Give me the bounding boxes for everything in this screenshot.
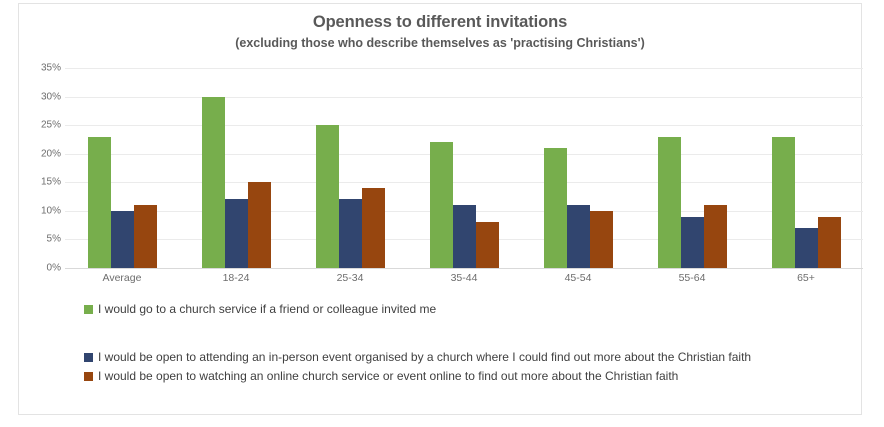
bar-group	[521, 68, 635, 268]
bar[interactable]	[247, 182, 271, 268]
legend-label: I would go to a church service if a frie…	[98, 302, 437, 316]
legend-item[interactable]: I would be open to attending an in-perso…	[84, 349, 849, 366]
bar-group	[749, 68, 863, 268]
plot-area	[65, 68, 863, 270]
y-axis-tick-label: 30%	[40, 91, 61, 103]
legend-swatch-icon	[84, 372, 93, 381]
legend-label: I would be open to attending an in-perso…	[98, 350, 752, 364]
bar[interactable]	[224, 199, 248, 268]
legend: I would go to a church service if a frie…	[84, 301, 849, 385]
x-axis: Average 18-24 25-34 35-44 45-54 55-64 65+	[65, 272, 863, 284]
chart-subtitle: (excluding those who describe themselves…	[235, 36, 645, 50]
x-axis-category-label: 35-44	[450, 272, 478, 284]
legend-label: I would be open to watching an online ch…	[98, 369, 679, 383]
bar[interactable]	[680, 216, 704, 268]
gridline	[65, 125, 863, 127]
legend-item[interactable]: I would be open to watching an online ch…	[84, 368, 849, 385]
gridline	[65, 68, 863, 69]
bar[interactable]	[429, 142, 453, 268]
gridline	[65, 153, 863, 155]
y-axis-tick-label: 15%	[40, 176, 61, 188]
x-axis-category-label: 25-34	[336, 272, 364, 284]
y-axis-tick-label: 20%	[40, 148, 61, 160]
bar[interactable]	[771, 136, 795, 268]
gridline	[65, 96, 863, 98]
bar[interactable]	[703, 205, 727, 268]
y-axis-tick-label: 25%	[40, 119, 61, 131]
legend-swatch-icon	[84, 305, 93, 314]
title-block: Openness to different invitations (exclu…	[19, 12, 861, 52]
bar[interactable]	[315, 125, 339, 268]
bar[interactable]	[133, 205, 157, 268]
bar-group	[293, 68, 407, 268]
x-axis-category-label: 45-54	[564, 272, 592, 284]
x-axis-category-label: 18-24	[222, 272, 250, 284]
y-axis-tick-label: 0%	[46, 262, 61, 274]
bar[interactable]	[657, 136, 681, 268]
bar[interactable]	[87, 136, 111, 268]
bar[interactable]	[475, 222, 499, 268]
bar[interactable]	[817, 216, 841, 268]
bar[interactable]	[361, 188, 385, 268]
chart-card: Openness to different invitations (exclu…	[18, 3, 863, 415]
gridline	[65, 182, 863, 184]
y-axis-tick-label: 10%	[40, 205, 61, 217]
bar[interactable]	[794, 228, 818, 268]
x-axis-category-label: 65+	[797, 272, 815, 284]
bar[interactable]	[543, 148, 567, 268]
x-axis-category-label: 55-64	[678, 272, 706, 284]
bar[interactable]	[589, 210, 613, 268]
chart-title: Openness to different invitations	[312, 13, 568, 31]
bar-groups	[65, 68, 863, 268]
axis-baseline	[65, 268, 863, 269]
bar-group	[65, 68, 179, 268]
y-axis: 35% 30% 25% 20% 15% 10% 5% 0%	[19, 63, 61, 274]
y-axis-tick-label: 5%	[46, 233, 61, 245]
bar[interactable]	[566, 205, 590, 268]
x-axis-category-label: Average	[102, 272, 142, 284]
bar[interactable]	[110, 210, 134, 268]
bar[interactable]	[201, 96, 225, 268]
bar[interactable]	[452, 205, 476, 268]
bar-group	[635, 68, 749, 268]
bar-group	[179, 68, 293, 268]
legend-swatch-icon	[84, 353, 93, 362]
legend-item[interactable]: I would go to a church service if a frie…	[84, 301, 849, 349]
y-axis-tick-label: 35%	[40, 62, 61, 74]
plot-wrap: 35% 30% 25% 20% 15% 10% 5% 0%	[19, 63, 863, 280]
bar-group	[407, 68, 521, 268]
bar[interactable]	[338, 199, 362, 268]
